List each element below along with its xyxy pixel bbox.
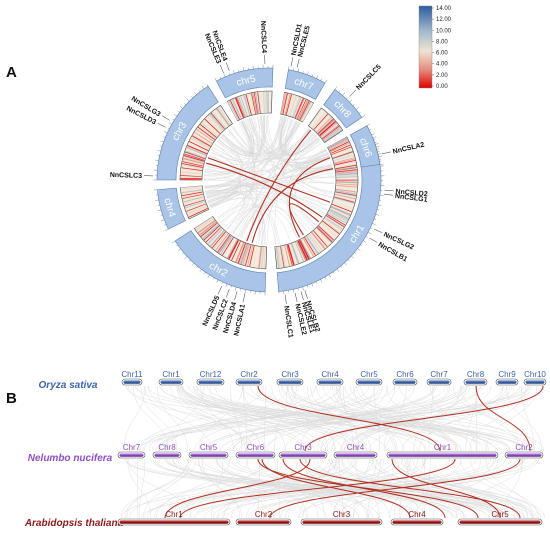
legend-tick-label: 10.00 [436, 28, 452, 34]
heatmap-track [179, 104, 233, 181]
chromosome-bar-label: Chr7 [430, 370, 448, 379]
chromosome-bar: Chr1 [386, 443, 499, 459]
heatmap-track [193, 216, 267, 270]
chromosome-bar: Chr4 [390, 510, 444, 526]
chromosome-bar: Chr8 [152, 443, 182, 459]
chromosome-label: chr5 [235, 73, 257, 88]
heatmap-track [180, 185, 210, 220]
species-label: Arabidopsis thaliana [24, 518, 124, 529]
chromosome-chr2: chr2 [172, 230, 267, 296]
legend-tick-label: 2.00 [436, 73, 448, 79]
chromosome-bar-label: Chr8 [467, 370, 485, 379]
chromosome-chr3: chr3 [153, 84, 219, 181]
chromosome-bar-label: Chr3 [333, 510, 351, 519]
chromosome-bar-label: Chr4 [408, 510, 426, 519]
chromosome-bar-label: Chr5 [491, 510, 509, 519]
chromosome-bar: Chr12 [196, 370, 225, 386]
chromosome-bar-label: Chr8 [158, 443, 176, 452]
heatmap-track [327, 136, 358, 172]
chromosome-bar-label: Chr3 [294, 443, 312, 452]
chromosome-bar: Chr2 [235, 370, 263, 386]
synteny-plot: Oryza sativa Nelumbo nucifera Arabidopsis … [24, 370, 547, 529]
chromosome-bar: Chr2 [235, 510, 292, 526]
chromosome-bar: Chr3 [300, 510, 383, 526]
gene-label: NnCSLC4 [259, 21, 267, 54]
chromosome-bar: Chr5 [188, 443, 229, 459]
legend-tick-label: 14.00 [436, 6, 452, 12]
chromosome-bar: Chr4 [333, 443, 378, 459]
chromosome-bar: Chr6 [235, 443, 276, 459]
chromosome-bar-label: Chr4 [321, 370, 339, 379]
chromosome-bar: Chr2 [504, 443, 544, 459]
chromosome-chr6: chr6 [349, 123, 384, 168]
gene-label: NnCSLG1 [395, 193, 428, 204]
chromosome-bar: Chr1 [158, 370, 184, 386]
chromosome-bar: Chr9 [495, 370, 519, 386]
chromosome-bar: Chr5 [457, 510, 543, 526]
chromosome-bar-label: Chr2 [515, 443, 533, 452]
gene-label: NnCSLC5 [355, 64, 383, 92]
chromosome-bar-label: Chr7 [123, 443, 141, 452]
chromosome-bar: Chr3 [278, 443, 328, 459]
chromosome-bar: Chr7 [117, 443, 146, 459]
synteny-highlight-links [164, 385, 544, 519]
chromosome-label: chr4 [161, 197, 177, 219]
highlight-links [206, 129, 334, 243]
chromosome-bar: Chr11 [121, 370, 143, 386]
legend-tick-label: 8.00 [436, 39, 448, 45]
chromosome-bar-label: Chr4 [347, 443, 365, 452]
chromosome-bar-label: Chr11 [121, 370, 143, 379]
chromosome-bar: Chr6 [392, 370, 418, 386]
chromosome-bar-label: Chr1 [434, 443, 452, 452]
gene-label: NnCSLD2 [395, 188, 428, 198]
chromosome-bar-label: Chr9 [498, 370, 516, 379]
chromosome-bar-label: Chr2 [240, 370, 258, 379]
gray-links [203, 115, 334, 245]
heatmap-track [307, 107, 344, 143]
synteny-gray-links [120, 385, 546, 519]
chromosome-bar-label: Chr3 [281, 370, 299, 379]
chromosome-bar-label: Chr5 [200, 443, 218, 452]
chromosome-chr5: chr5 [214, 64, 274, 99]
chromosome-bar: Chr4 [316, 370, 344, 386]
chromosome-bar: Chr10 [523, 370, 546, 386]
chromosome-bar: Chr7 [426, 370, 452, 386]
species-label: Oryza sativa [39, 380, 98, 391]
chromosome-bar-label: Chr6 [247, 443, 265, 452]
chromosome-chr7: chr7 [284, 66, 327, 100]
chromosome-chr8: chr8 [323, 86, 365, 129]
heatmap-track [280, 92, 314, 123]
chromosome-bar: Chr1 [117, 510, 231, 526]
chromosome-bar-label: Chr2 [255, 510, 273, 519]
panel-a-letter: A [6, 64, 17, 81]
chromosome-bar-label: Chr12 [200, 370, 222, 379]
legend-tick-label: 12.00 [436, 17, 452, 23]
chromosome-bar-label: Chr10 [524, 370, 546, 379]
gene-label: NnCSLC3 [110, 172, 143, 180]
chromosome-bar-label: Chr5 [360, 370, 378, 379]
heat-legend: 14.00 12.00 10.00 8.00 6.00 4.00 2.00 0.00 [418, 5, 452, 90]
chromosome-bar: Chr8 [463, 370, 488, 386]
legend-tick-label: 0.00 [436, 84, 448, 90]
panel-b-letter: B [6, 390, 17, 407]
legend-tick-label: 6.00 [436, 51, 448, 57]
chromosome-bar-label: Chr6 [396, 370, 414, 379]
gene-label: NnCSLA2 [392, 142, 425, 156]
heatmap-track [226, 90, 273, 122]
chromosome-chr4: chr4 [153, 187, 186, 231]
chromosome-bar: Chr3 [276, 370, 304, 386]
chromosome-bar-label: Chr1 [162, 370, 180, 379]
chromosome-bar: Chr5 [355, 370, 383, 386]
chromosome-bar-label: Chr1 [165, 510, 183, 519]
species-label: Nelumbo nucifera [28, 453, 113, 464]
legend-colorbar [418, 5, 433, 89]
legend-tick-label: 4.00 [436, 62, 448, 68]
gene-label: NnCSLC1 [282, 305, 293, 338]
